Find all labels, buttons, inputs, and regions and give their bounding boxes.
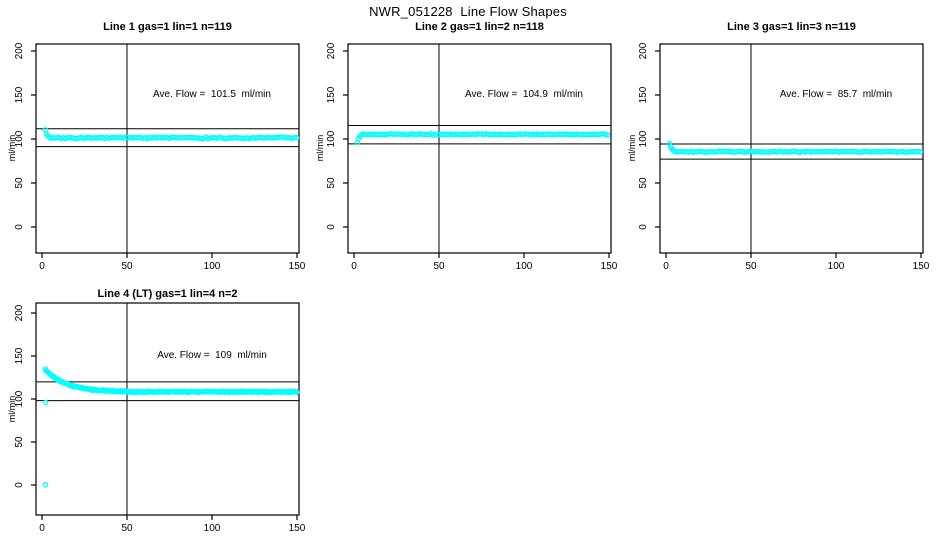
svg-text:200: 200 — [14, 42, 25, 59]
svg-text:200: 200 — [326, 42, 337, 59]
plot1-title: Line 1 gas=1 lin=1 n=119 — [103, 21, 232, 33]
svg-text:50: 50 — [326, 177, 337, 189]
svg-text:0: 0 — [326, 224, 337, 230]
svg-text:150: 150 — [326, 86, 337, 103]
plot2-ave-flow-annotation: Ave. Flow = 104.9 ml/min — [465, 89, 583, 100]
svg-text:0: 0 — [39, 261, 45, 272]
svg-text:150: 150 — [289, 261, 306, 272]
svg-text:150: 150 — [14, 347, 25, 364]
svg-text:100: 100 — [326, 130, 337, 147]
svg-text:100: 100 — [516, 261, 533, 272]
svg-text:100: 100 — [828, 261, 845, 272]
svg-text:0: 0 — [14, 482, 25, 488]
svg-text:100: 100 — [638, 130, 649, 147]
plot3-title: Line 3 gas=1 lin=3 n=119 — [727, 21, 856, 33]
svg-text:50: 50 — [14, 436, 25, 448]
svg-text:150: 150 — [14, 86, 25, 103]
svg-text:50: 50 — [14, 177, 25, 189]
svg-text:100: 100 — [14, 130, 25, 147]
svg-text:100: 100 — [14, 390, 25, 407]
plot3-ave-flow-annotation: Ave. Flow = 85.7 ml/min — [779, 89, 893, 100]
svg-text:0: 0 — [14, 224, 25, 230]
svg-text:150: 150 — [601, 261, 618, 272]
svg-text:0: 0 — [39, 523, 45, 534]
svg-text:50: 50 — [745, 261, 757, 272]
svg-text:0: 0 — [351, 261, 357, 272]
svg-text:200: 200 — [14, 304, 25, 321]
plot4-title: Line 4 (LT) gas=1 lin=4 n=2 — [97, 288, 238, 300]
svg-text:150: 150 — [638, 86, 649, 103]
plot2-title: Line 2 gas=1 lin=2 n=118 — [415, 21, 544, 33]
svg-text:200: 200 — [638, 42, 649, 59]
svg-text:150: 150 — [289, 523, 306, 534]
figure-title: NWR_051228 Line Flow Shapes — [369, 4, 567, 19]
plot1-ave-flow-annotation: Ave. Flow = 101.5 ml/min — [153, 89, 271, 100]
svg-text:0: 0 — [663, 261, 669, 272]
plot4-ave-flow-annotation: Ave. Flow = 109 ml/min — [157, 350, 267, 361]
svg-text:100: 100 — [204, 523, 221, 534]
svg-text:50: 50 — [433, 261, 445, 272]
svg-text:0: 0 — [638, 224, 649, 230]
svg-text:50: 50 — [121, 523, 133, 534]
svg-text:50: 50 — [121, 261, 133, 272]
svg-text:150: 150 — [913, 261, 930, 272]
svg-text:50: 50 — [638, 177, 649, 189]
svg-text:100: 100 — [204, 261, 221, 272]
